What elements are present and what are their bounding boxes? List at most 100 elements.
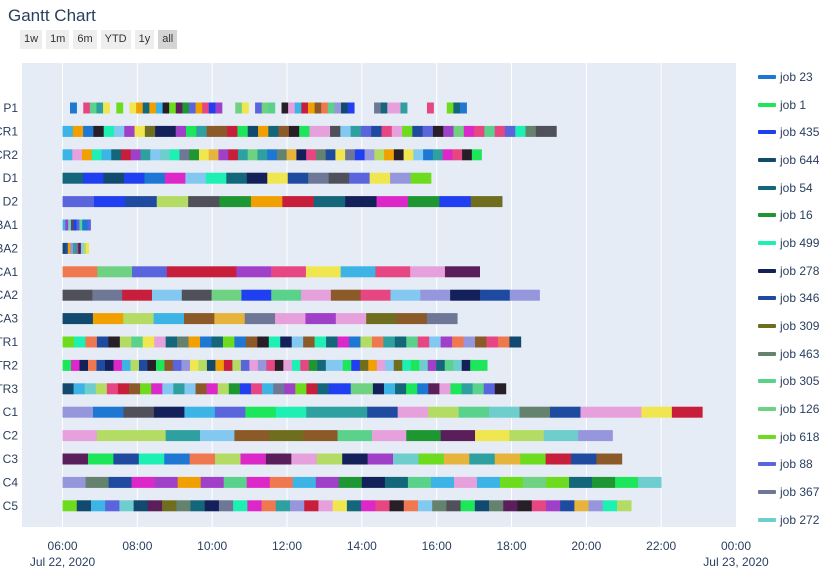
gantt-bar <box>123 313 154 325</box>
gantt-bar <box>432 500 447 512</box>
y-tick-label: D1 <box>3 171 19 185</box>
legend-item[interactable]: job 1 <box>758 91 824 119</box>
gantt-bar <box>140 149 151 161</box>
gantt-bar <box>588 500 604 512</box>
gantt-bar <box>129 102 137 114</box>
gantt-bar <box>215 102 223 114</box>
gantt-bar <box>96 359 106 371</box>
gantt-bar <box>292 476 317 488</box>
gantt-bar <box>108 336 121 348</box>
gantt-bar <box>216 125 228 137</box>
gantt-bar <box>330 125 341 137</box>
gantt-bar <box>450 289 481 301</box>
legend-item[interactable]: job 272 <box>758 506 824 534</box>
gantt-bar <box>215 359 225 371</box>
range-button-1y[interactable]: 1y <box>134 30 155 49</box>
legend-item[interactable]: job 644 <box>758 146 824 174</box>
gantt-bar <box>347 102 355 114</box>
gantt-bar <box>103 125 115 137</box>
legend-item[interactable]: job 346 <box>758 285 824 313</box>
range-button-6m[interactable]: 6m <box>73 30 97 49</box>
gantt-bar <box>183 313 215 325</box>
gantt-bar <box>396 313 428 325</box>
gantt-bar <box>155 125 166 137</box>
gantt-bar <box>234 336 247 348</box>
gantt-bar <box>407 476 432 488</box>
gantt-bar <box>406 383 418 395</box>
range-selector: 1w 1m 6m YTD 1y all <box>20 30 178 49</box>
legend-item[interactable]: job 126 <box>758 395 824 423</box>
gantt-bar <box>218 149 229 161</box>
gantt-bar <box>93 196 126 208</box>
gantt-bar <box>73 242 76 254</box>
legend-item[interactable]: job 16 <box>758 201 824 229</box>
gantt-bar <box>142 336 155 348</box>
gantt-bar <box>62 219 66 231</box>
gantt-bar <box>113 359 123 371</box>
range-button-ytd[interactable]: YTD <box>100 30 131 49</box>
gantt-bar <box>82 219 86 231</box>
gantt-bar <box>96 336 109 348</box>
gantt-bar <box>574 500 589 512</box>
legend-swatch-icon <box>758 102 776 107</box>
range-button-all[interactable]: all <box>158 30 178 49</box>
legend-item[interactable]: job 435 <box>758 118 824 146</box>
gantt-bar <box>117 383 130 395</box>
gantt-bar <box>91 149 102 161</box>
gantt-bar <box>176 500 191 512</box>
legend-swatch-icon <box>758 185 776 190</box>
legend-item[interactable]: job 309 <box>758 312 824 340</box>
gantt-bar <box>419 359 429 371</box>
legend-label: job 463 <box>780 346 820 361</box>
gantt-bar <box>371 125 382 137</box>
gantt-bar <box>62 383 74 395</box>
gantt-bar <box>130 149 141 161</box>
gantt-bar <box>62 289 93 301</box>
gantt-bar <box>332 500 348 512</box>
legend-item[interactable]: job 23 <box>758 63 824 91</box>
gantt-bar <box>387 102 395 114</box>
gantt-bar <box>175 125 187 137</box>
gantt-bar <box>432 149 443 161</box>
gantt-bar <box>211 289 242 301</box>
gantt-bar <box>474 125 485 137</box>
legend-item[interactable]: job 88 <box>758 451 824 479</box>
gantt-bar <box>383 336 396 348</box>
gantt-bar <box>198 149 210 161</box>
legend-swatch-icon <box>758 130 776 135</box>
gantt-bar <box>494 125 506 137</box>
legend-item[interactable]: job 278 <box>758 257 824 285</box>
legend-item[interactable]: job 463 <box>758 340 824 368</box>
gantt-bar <box>201 266 237 278</box>
chart-title: Gantt Chart <box>8 6 96 25</box>
gantt-bar <box>452 336 464 348</box>
gantt-bar <box>258 125 269 137</box>
gantt-bar <box>282 196 315 208</box>
gantt-bar <box>531 500 547 512</box>
legend-item[interactable]: job 499 <box>758 229 824 257</box>
gantt-bar <box>113 125 125 137</box>
gantt-bar <box>453 476 478 488</box>
gantt-bar <box>569 476 593 488</box>
gantt-bar <box>222 336 235 348</box>
gantt-bar <box>149 102 157 114</box>
gantt-bar <box>269 476 294 488</box>
legend-item[interactable]: job 54 <box>758 174 824 202</box>
legend-swatch-icon <box>758 296 776 301</box>
gantt-bar <box>580 406 612 418</box>
gantt-bar <box>140 383 152 395</box>
gantt-bar <box>169 102 177 114</box>
legend-item[interactable]: job 305 <box>758 368 824 396</box>
gantt-bar <box>303 430 338 442</box>
gantt-bar <box>462 149 473 161</box>
gantt-bar <box>125 196 158 208</box>
gantt-bar <box>503 500 518 512</box>
legend-item[interactable]: job 367 <box>758 478 824 506</box>
gantt-bar <box>196 125 207 137</box>
range-button-1m[interactable]: 1m <box>46 30 70 49</box>
gantt-bar <box>497 336 510 348</box>
legend-item[interactable]: job 618 <box>758 423 824 451</box>
range-button-1w[interactable]: 1w <box>20 30 43 49</box>
gantt-bar <box>97 266 133 278</box>
gantt-bar <box>87 453 114 465</box>
